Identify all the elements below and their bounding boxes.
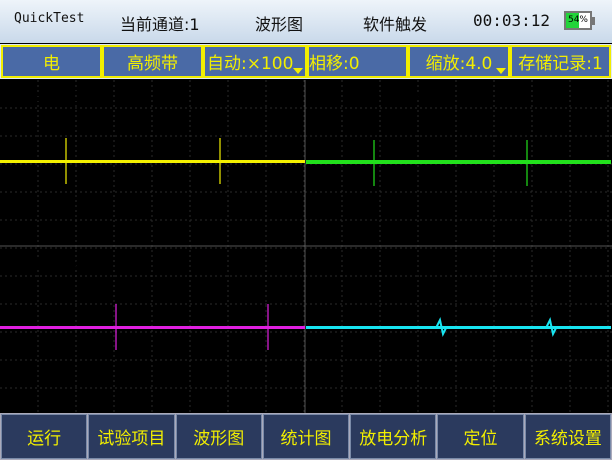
- gain-dropdown[interactable]: 自动:×100: [203, 45, 307, 78]
- waveform-display: 峰值: 98.2 mV 峰值: 148.0 mV 峰值: 87.0 mV 峰值:…: [0, 80, 612, 413]
- app-name: QuickTest: [14, 11, 85, 26]
- waveform-grid: [0, 80, 612, 413]
- peak-ch4: 峰值: 83.6 mV: [316, 256, 413, 271]
- peak-ch1: 峰值: 98.2 mV: [8, 90, 105, 105]
- signal-type-button[interactable]: 电: [1, 45, 102, 78]
- pulse: [435, 317, 447, 337]
- toolbar: 电 高频带 自动:×100 相移:0 缩放:4.0 存储记录:1: [0, 44, 612, 79]
- system-settings-button[interactable]: 系统设置: [524, 414, 611, 459]
- battery-icon: 54%: [564, 11, 595, 30]
- view-title: 波形图: [255, 15, 304, 34]
- waveform-ch2: [306, 160, 611, 164]
- chevron-down-icon: [293, 68, 303, 74]
- statistics-button[interactable]: 统计图: [262, 414, 350, 459]
- chevron-down-icon: [496, 68, 506, 74]
- waveform-ch3: [0, 326, 305, 329]
- location-button[interactable]: 定位: [437, 414, 524, 459]
- band-button[interactable]: 高频带: [102, 45, 203, 78]
- discharge-analysis-button[interactable]: 放电分析: [350, 414, 437, 459]
- record-button[interactable]: 存储记录:1: [510, 45, 611, 78]
- pulse: [545, 317, 557, 337]
- waveform-ch1: [0, 160, 305, 163]
- run-button[interactable]: 运行: [1, 414, 88, 459]
- zoom-dropdown[interactable]: 缩放:4.0: [408, 45, 510, 78]
- bottom-menu: 运行 试验项目 波形图 统计图 放电分析 定位 系统设置: [0, 413, 612, 460]
- trigger-mode: 软件触发: [363, 15, 428, 34]
- peak-ch2: 峰值: 148.0 mV: [316, 90, 421, 105]
- phase-shift-button[interactable]: 相移:0: [307, 45, 408, 78]
- test-items-button[interactable]: 试验项目: [88, 414, 175, 459]
- peak-ch3: 峰值: 87.0 mV: [8, 256, 105, 271]
- waveform-ch4: [306, 326, 611, 329]
- elapsed-time: 00:03:12: [473, 11, 551, 30]
- status-bar: QuickTest 当前通道:1 波形图 软件触发 00:03:12 54%: [0, 0, 612, 43]
- waveform-button[interactable]: 波形图: [175, 414, 262, 459]
- current-channel: 当前通道:1: [120, 15, 200, 34]
